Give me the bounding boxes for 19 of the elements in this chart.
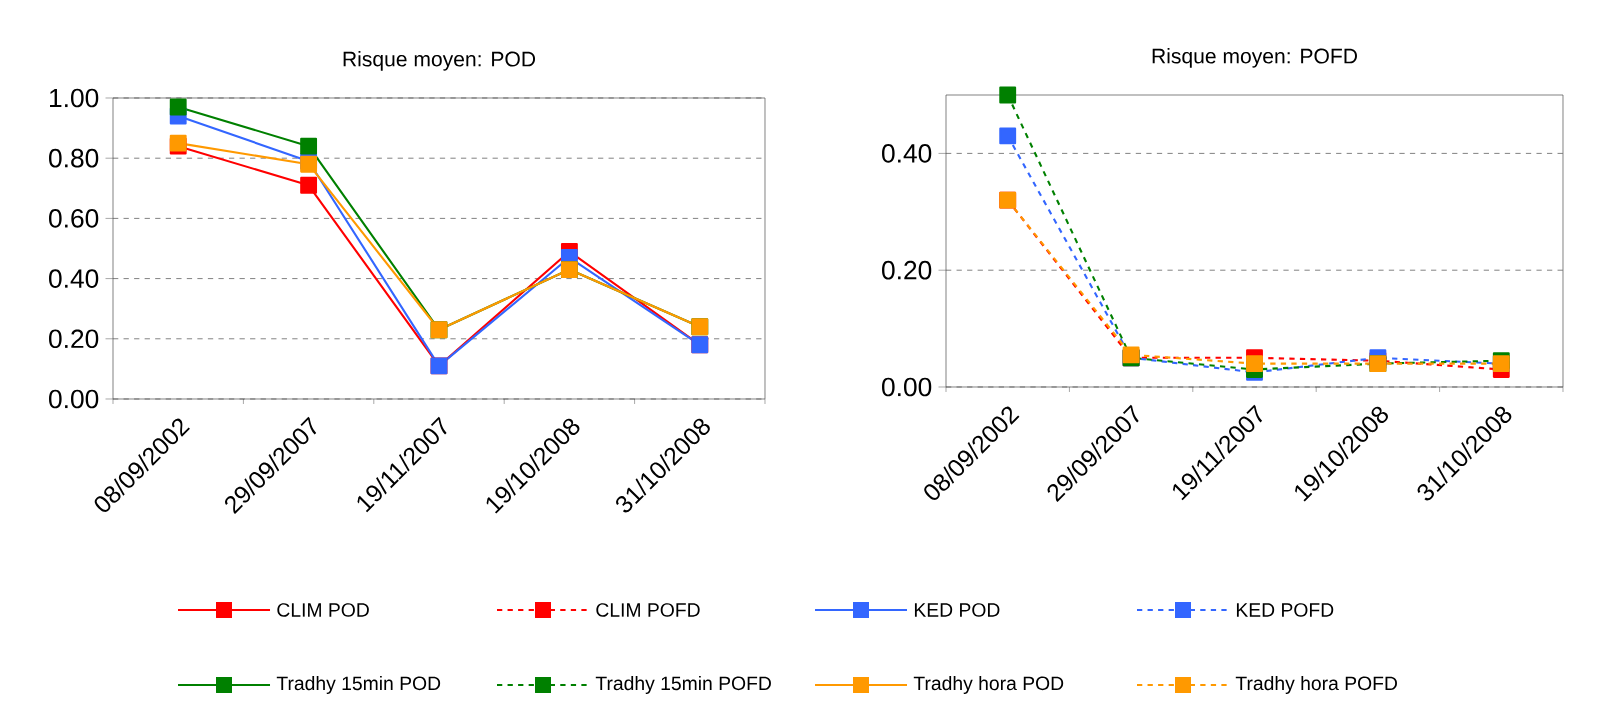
legend-label: Tradhy 15min POFD — [595, 675, 771, 694]
y-tick-label: 0.20 — [882, 260, 932, 280]
y-tick-label: 0.20 — [49, 329, 99, 349]
legend-label: CLIM POD — [277, 603, 369, 617]
y-tick-label: 0.00 — [882, 377, 932, 397]
y-tick-label: 0.80 — [49, 148, 99, 168]
legend-label: Tradhy hora POD — [913, 675, 1064, 694]
y-tick-label: 0.00 — [49, 389, 99, 409]
chart-title: Risque moyen: POD — [343, 51, 536, 71]
legend-label: KED POD — [914, 603, 1000, 617]
y-tick-label: 0.60 — [49, 209, 99, 228]
legend-label: Tradhy hora POFD — [1235, 675, 1397, 694]
y-tick-label: 0.40 — [49, 269, 99, 288]
legend-label: KED POFD — [1236, 603, 1334, 617]
y-tick-label: 0.40 — [882, 144, 932, 163]
chart-title: Risque moyen: POFD — [1152, 48, 1357, 68]
legend-label: CLIM POFD — [596, 603, 700, 617]
y-tick-label: 1.00 — [50, 88, 99, 108]
legend-label: Tradhy 15min POD — [276, 675, 441, 694]
